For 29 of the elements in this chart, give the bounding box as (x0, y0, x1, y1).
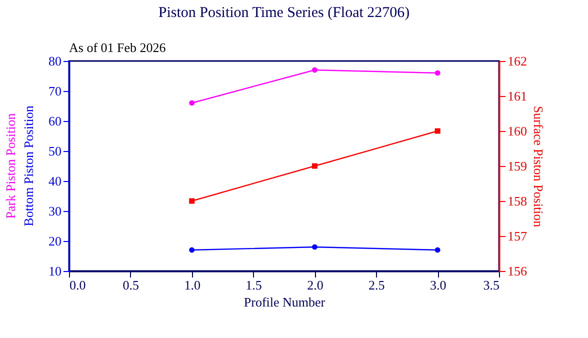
text: Bottom Piston Position (21, 105, 36, 226)
y2-tick-label: 156 (508, 264, 528, 278)
x-tick-label: 3.0 (430, 278, 446, 292)
y-tick-label: 30 (48, 204, 62, 218)
y2-tick-label: 160 (508, 124, 527, 138)
y-tick-label: 10 (48, 264, 62, 278)
y-tick-label: 50 (48, 144, 62, 158)
y2-tick-label: 159 (508, 158, 527, 174)
x-tick-label: 0.0 (70, 278, 86, 292)
y-tick-label: 60 (48, 114, 62, 128)
text: As of 01 Feb 2026 (69, 40, 166, 55)
x-tick-label: 1.0 (184, 278, 200, 292)
x-tick-label: 3.5 (483, 278, 500, 292)
x-tick-label: 2.0 (307, 278, 324, 292)
x-axis-title: Profile Number (244, 294, 326, 310)
y2-tick-label: 162 (508, 54, 527, 68)
y-tick-label: 80 (48, 54, 62, 68)
x-tick-label: 0.5 (122, 278, 140, 292)
y-tick-label: 70 (48, 84, 62, 98)
y-tick-label: 40 (48, 174, 62, 188)
y2-tick-label: 157 (508, 228, 528, 244)
x-tick-label: 2.5 (368, 278, 385, 292)
y2-tick-label: 161 (508, 88, 527, 104)
y-tick-label: 20 (48, 234, 62, 248)
text: Park Piston Position (3, 112, 18, 219)
y2-tick-label: 158 (508, 194, 527, 208)
text: Surface Piston Position (531, 106, 546, 228)
x-tick-label: 1.5 (246, 278, 262, 292)
chart-title: Piston Position Time Series (Float 22706) (158, 5, 410, 21)
